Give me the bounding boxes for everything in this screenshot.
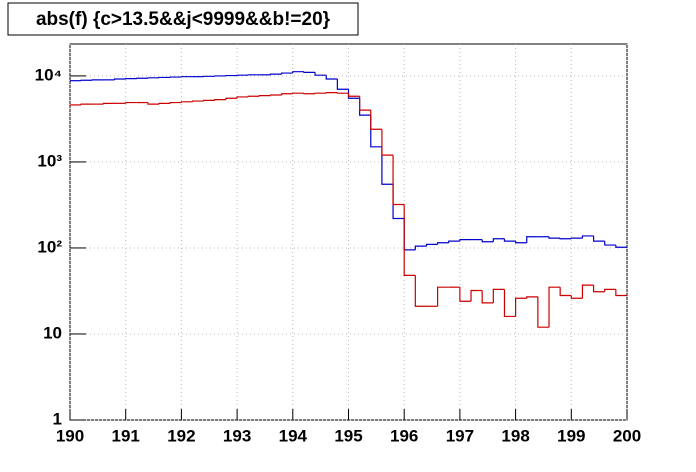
x-tick-label: 196 xyxy=(390,426,418,445)
histogram-step xyxy=(102,102,115,105)
x-tick-label: 193 xyxy=(223,426,251,445)
histogram-step xyxy=(292,71,304,74)
histogram-step xyxy=(570,295,583,299)
x-tick-label: 192 xyxy=(167,426,195,445)
chart-title: abs(f) {c>13.5&&j<9999&&b!=20} xyxy=(36,9,331,30)
x-tick-label: 200 xyxy=(613,426,641,445)
histogram-step xyxy=(203,99,215,102)
histogram-step xyxy=(236,96,249,99)
histogram-step xyxy=(414,275,427,307)
y-tick-label: 10³ xyxy=(37,151,62,170)
histogram-step xyxy=(526,236,538,243)
x-tick-label: 199 xyxy=(557,426,585,445)
x-tick-label: 195 xyxy=(334,426,362,445)
histogram-step xyxy=(214,99,226,101)
histogram-step xyxy=(191,100,204,102)
histogram-step xyxy=(303,93,316,95)
histogram-step xyxy=(247,95,260,97)
histogram-step xyxy=(503,289,516,318)
histogram-step xyxy=(381,146,394,185)
histogram-step xyxy=(503,238,516,242)
histogram-step xyxy=(515,297,527,317)
histogram-step xyxy=(225,97,238,100)
histogram-step xyxy=(537,296,550,328)
y-tick-label: 10² xyxy=(37,237,62,256)
histogram-step xyxy=(481,290,494,304)
histogram-step xyxy=(281,72,293,75)
histogram-step xyxy=(425,243,438,247)
y-tick-label: 10⁴ xyxy=(35,65,62,84)
histogram-step xyxy=(481,239,494,243)
histogram-step xyxy=(281,93,293,96)
histogram-step xyxy=(570,237,583,239)
histogram-step xyxy=(325,75,338,80)
histogram-step xyxy=(492,288,505,303)
histogram-step xyxy=(381,129,394,156)
x-tick-label: 191 xyxy=(112,426,140,445)
histogram-step xyxy=(592,285,605,293)
histogram-step xyxy=(581,284,594,299)
histogram-step xyxy=(459,287,472,302)
histogram-step xyxy=(80,103,93,105)
histogram-step xyxy=(258,95,271,97)
histogram-step xyxy=(314,72,327,76)
x-tick-label: 197 xyxy=(446,426,474,445)
x-tick-label: 190 xyxy=(56,426,84,445)
histogram-step xyxy=(336,79,349,90)
histogram-step xyxy=(581,235,594,239)
histogram-step xyxy=(448,240,460,243)
histogram-step xyxy=(325,91,338,94)
histogram-step xyxy=(559,238,572,240)
histogram-step xyxy=(125,101,137,104)
title-box xyxy=(7,2,359,36)
histogram-step xyxy=(604,241,616,246)
histogram-step xyxy=(303,71,316,73)
histogram-step xyxy=(403,204,416,276)
histogram-step xyxy=(437,286,449,307)
histogram-step xyxy=(414,245,427,250)
histogram-step xyxy=(370,110,382,130)
x-tick-label: 194 xyxy=(279,426,308,445)
histogram-step xyxy=(615,289,627,297)
histogram-step xyxy=(548,286,561,328)
histogram-step xyxy=(347,93,360,97)
histogram-step xyxy=(526,296,538,299)
histogram-step xyxy=(147,102,160,105)
histogram-step xyxy=(180,101,193,103)
histogram-step xyxy=(314,92,327,94)
histogram-step xyxy=(336,92,349,94)
histogram-step xyxy=(548,236,561,239)
histogram-step xyxy=(470,289,483,302)
histogram-step xyxy=(113,78,126,80)
histogram-step xyxy=(269,73,282,75)
histogram-step xyxy=(592,235,605,242)
histogram-step xyxy=(604,288,616,292)
histogram-step xyxy=(347,89,360,99)
y-tick-label: 1 xyxy=(53,409,62,428)
y-tick-label: 10 xyxy=(43,323,62,342)
histogram-step xyxy=(615,245,627,248)
histogram-step xyxy=(459,239,472,242)
histogram-step xyxy=(158,102,171,105)
histogram-step xyxy=(169,101,182,104)
histogram-step xyxy=(269,94,282,96)
x-tick-label: 198 xyxy=(501,426,529,445)
histogram-step xyxy=(392,155,405,206)
histogram-step xyxy=(292,92,304,94)
histogram-step xyxy=(437,242,449,245)
histogram-step xyxy=(559,287,572,297)
histogram-step xyxy=(359,96,371,111)
histogram-step xyxy=(492,238,505,242)
histogram-step xyxy=(515,241,527,244)
